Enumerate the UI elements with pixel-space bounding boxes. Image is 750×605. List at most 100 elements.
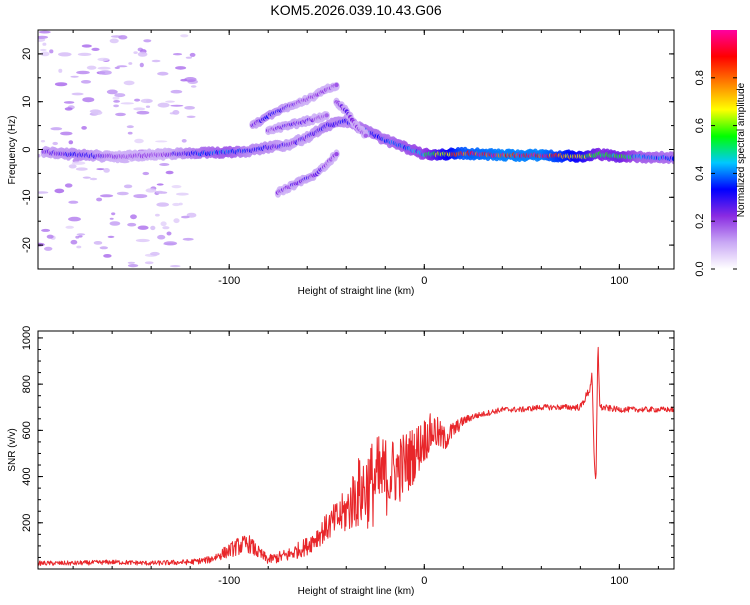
colorbar: 0.0 0.2 0.4 0.6 0.8 Normalized spectral ampl… [694, 30, 747, 277]
noise-speckle [150, 225, 156, 231]
noise-speckle [109, 38, 119, 44]
snr-x-label: Height of straight line (km) [298, 586, 415, 597]
snr-frame [37, 330, 675, 570]
noise-speckle [184, 106, 196, 110]
noise-speckle [46, 234, 54, 239]
noise-speckle [114, 93, 126, 98]
y-tick-label: 1000 [21, 326, 33, 350]
noise-speckle [71, 161, 86, 165]
noise-speckle [130, 214, 137, 220]
y-tick-label: 200 [21, 514, 33, 532]
y-tick-label: -10 [21, 189, 33, 205]
noise-speckle [118, 35, 128, 40]
noise-speckle [190, 85, 197, 88]
noise-speckle [113, 100, 120, 103]
noise-speckle [151, 59, 161, 63]
x-tick-label: 0 [421, 575, 427, 587]
noise-speckle [162, 226, 170, 230]
noise-speckle [41, 228, 51, 232]
noise-speckle [186, 115, 196, 119]
noise-speckle [134, 138, 144, 144]
noise-speckle [91, 110, 103, 115]
figure-title: KOM5.2026.039.10.43.G06 [270, 2, 441, 18]
noise-speckle [44, 246, 53, 251]
snr-series-line [38, 346, 674, 566]
bottom-axis-ticks: -100 0 100 200 400 600 800 1000 [21, 326, 674, 587]
noise-speckle [64, 183, 73, 188]
noise-speckle [40, 140, 46, 143]
noise-speckle [38, 30, 51, 34]
colorbar-ticks: 0.0 0.2 0.4 0.6 0.8 [694, 70, 737, 277]
noise-speckle [86, 65, 97, 70]
noise-speckle [176, 192, 189, 196]
noise-speckle [155, 140, 168, 143]
noise-speckle [127, 222, 137, 227]
noise-speckle [49, 49, 54, 54]
noise-speckle [178, 202, 183, 206]
noise-speckle [97, 57, 110, 62]
noise-speckle [120, 102, 134, 105]
colorbar-label: Normalized spectral amplitude [736, 82, 747, 217]
noise-speckle [81, 126, 87, 130]
noise-speckle [116, 191, 129, 196]
y-tick-label: -20 [21, 237, 33, 253]
colorbar-tick-label: 0.4 [694, 166, 706, 181]
noise-speckle [106, 89, 118, 95]
noise-speckle [82, 97, 95, 103]
noise-speckle [166, 231, 172, 236]
noise-speckle [68, 140, 74, 145]
noise-speckle [89, 177, 98, 181]
noise-speckle [64, 107, 73, 111]
noise-speckle [115, 112, 126, 117]
trace-core [334, 152, 339, 157]
noise-speckle [70, 75, 79, 78]
noise-speckle [136, 110, 150, 115]
y-tick-label: 20 [21, 48, 33, 60]
noise-speckle [54, 82, 68, 87]
noise-speckle [97, 66, 111, 70]
noise-speckle [109, 217, 114, 220]
noise-speckle [134, 98, 141, 102]
noise-speckle [93, 241, 103, 245]
noise-speckle [145, 188, 157, 193]
noise-speckle [181, 139, 187, 143]
x-tick-label: -100 [218, 275, 240, 287]
noise-speckle [170, 89, 183, 94]
trace-core [324, 113, 329, 118]
snr-y-label: SNR (v/v) [7, 428, 18, 471]
noise-speckle [116, 65, 128, 68]
noise-speckle [114, 66, 121, 69]
noise-speckle [77, 52, 92, 57]
noise-speckle [133, 194, 148, 199]
noise-speckle [185, 56, 193, 59]
noise-speckle [123, 184, 133, 189]
noise-speckle [82, 176, 91, 179]
noise-speckle [169, 265, 181, 268]
noise-speckle [157, 234, 166, 240]
noise-speckle [163, 241, 178, 246]
noise-speckle [127, 131, 133, 135]
noise-speckle [157, 71, 169, 76]
noise-speckle [157, 102, 170, 108]
colorbar-tick-label: 0.0 [694, 261, 706, 276]
colorbar-tick-label: 0.8 [694, 70, 706, 85]
y-tick-label: 400 [21, 467, 33, 485]
snr-layer [38, 346, 674, 566]
noise-speckle [96, 168, 105, 171]
noise-speckle [139, 62, 144, 68]
noise-speckle [100, 194, 114, 198]
noise-speckle [38, 153, 41, 158]
noise-speckle [128, 62, 133, 65]
noise-speckle [182, 237, 194, 241]
x-tick-label: -100 [218, 575, 240, 587]
noise-speckle [63, 101, 75, 104]
y-tick-label: 800 [21, 375, 33, 393]
noise-speckle [113, 104, 119, 108]
noise-speckle [58, 68, 63, 73]
noise-speckle [133, 107, 146, 111]
noise-speckle [137, 51, 148, 57]
noise-speckle [65, 225, 74, 229]
